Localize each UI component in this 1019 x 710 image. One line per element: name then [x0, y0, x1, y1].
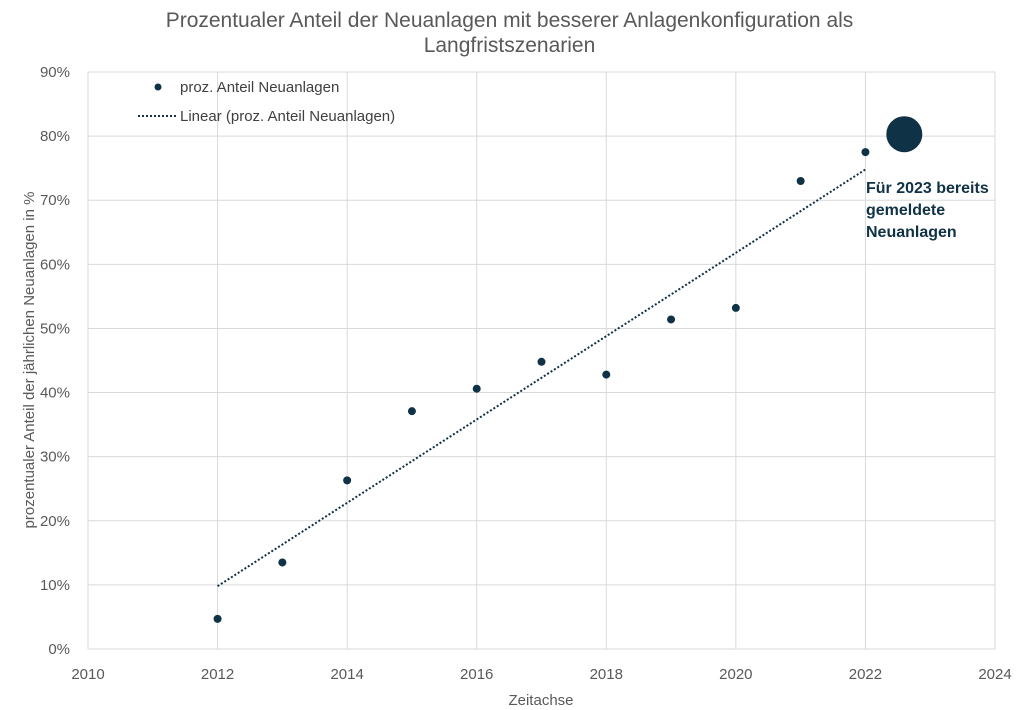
x-axis-ticks: 2010 2012 2014 2016 2018 2020 2022 2024 — [71, 666, 1011, 683]
chart-title-line-2: Langfristszenarien — [423, 34, 596, 57]
x-tick-label: 2010 — [71, 666, 104, 683]
y-tick-label: 60% — [40, 256, 70, 273]
annotation-line: Für 2023 bereits — [866, 180, 989, 197]
data-point — [602, 370, 611, 379]
highlight-point-2023 — [886, 116, 923, 153]
data-point — [343, 476, 352, 485]
y-tick-label: 70% — [40, 192, 70, 209]
data-point — [213, 614, 222, 623]
annotation: Für 2023 bereits gemeldete Neuanlagen — [866, 180, 989, 241]
y-axis-ticks: 0% 10% 20% 30% 40% 50% 60% 70% 80% 90% — [40, 64, 70, 658]
highlight-layer — [886, 116, 923, 153]
x-tick-label: 2024 — [978, 666, 1011, 683]
legend-marker-points — [154, 83, 162, 91]
x-tick-label: 2018 — [590, 666, 623, 683]
legend-label-trendline: Linear (proz. Anteil Neuanlagen) — [180, 108, 395, 125]
x-tick-label: 2012 — [201, 666, 234, 683]
x-tick-label: 2022 — [849, 666, 882, 683]
y-tick-label: 90% — [40, 64, 70, 81]
data-point — [537, 357, 546, 366]
y-tick-label: 20% — [40, 513, 70, 530]
trendline-layer — [217, 168, 866, 588]
y-tick-label: 10% — [40, 577, 70, 594]
data-point — [731, 303, 740, 312]
x-axis-title: Zeitachse — [508, 692, 573, 709]
legend-label-points: proz. Anteil Neuanlagen — [180, 79, 339, 96]
y-axis-title: prozentualer Anteil der jährlichen Neuan… — [21, 192, 38, 529]
legend: proz. Anteil Neuanlagen Linear (proz. An… — [138, 79, 395, 125]
y-tick-label: 50% — [40, 320, 70, 337]
grid-lines — [87, 71, 996, 650]
data-points — [213, 148, 870, 623]
data-point — [796, 176, 805, 185]
trendline — [217, 168, 866, 588]
y-tick-label: 30% — [40, 449, 70, 466]
x-tick-label: 2016 — [460, 666, 493, 683]
data-point — [861, 148, 870, 157]
y-tick-label: 0% — [48, 641, 70, 658]
chart-title: Prozentualer Anteil der Neuanlagen mit b… — [0, 8, 1019, 58]
data-point — [407, 407, 416, 416]
y-tick-label: 40% — [40, 385, 70, 402]
data-point — [667, 315, 676, 324]
annotation-line: Neuanlagen — [866, 224, 957, 241]
y-tick-label: 80% — [40, 128, 70, 145]
data-point — [472, 384, 481, 393]
chart-title-line-1: Prozentualer Anteil der Neuanlagen mit b… — [165, 9, 854, 32]
annotation-line: gemeldete — [866, 202, 945, 219]
data-point — [278, 558, 287, 567]
x-tick-label: 2014 — [330, 666, 363, 683]
x-tick-label: 2020 — [719, 666, 752, 683]
